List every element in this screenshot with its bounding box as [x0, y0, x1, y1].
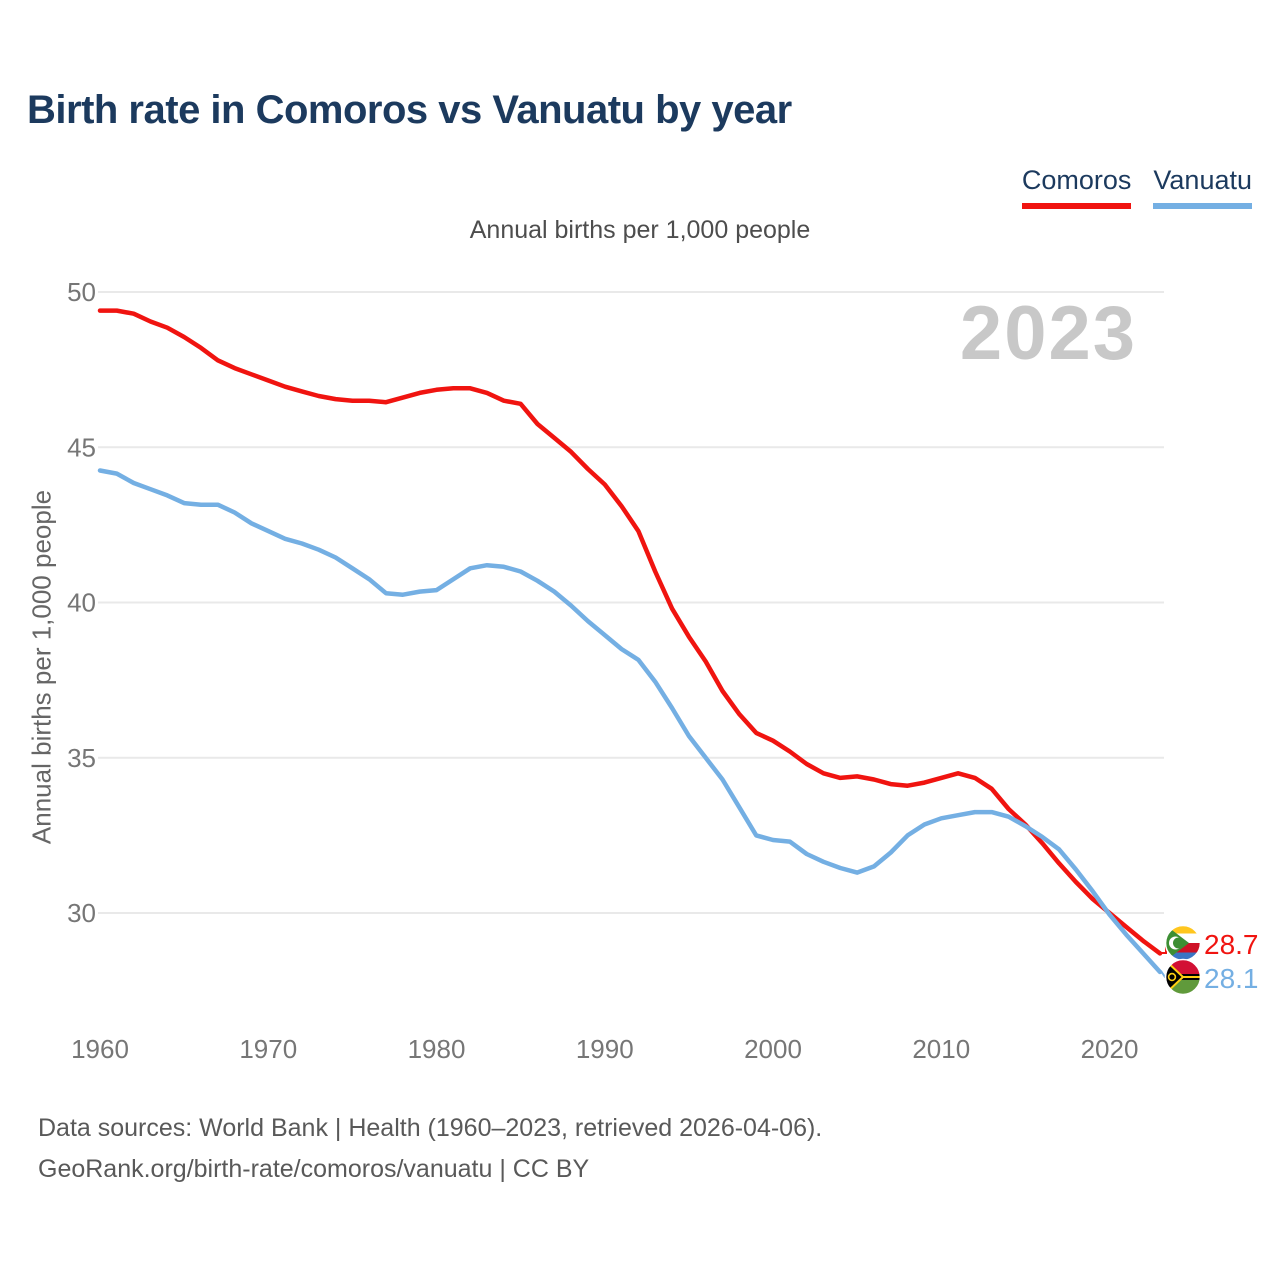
svg-text:45: 45 — [67, 432, 96, 462]
watermark-year: 2023 — [959, 291, 1137, 376]
svg-text:1990: 1990 — [576, 1034, 634, 1064]
svg-text:2010: 2010 — [912, 1034, 970, 1064]
legend: Comoros Vanuatu — [1021, 165, 1252, 209]
chart-subtitle: Annual births per 1,000 people — [469, 216, 811, 244]
svg-text:1970: 1970 — [239, 1034, 297, 1064]
footer-data-sources: Data sources: World Bank | Health (1960–… — [38, 1114, 823, 1142]
end-value-comoros: 28.7 — [1204, 929, 1259, 960]
footer: Data sources: World Bank | Health (1960–… — [38, 1108, 822, 1190]
svg-text:1960: 1960 — [71, 1034, 129, 1064]
svg-text:50: 50 — [67, 277, 96, 307]
svg-text:1980: 1980 — [408, 1034, 466, 1064]
vanuatu-flag-icon — [1164, 958, 1202, 996]
svg-text:2000: 2000 — [744, 1034, 802, 1064]
footer-attribution: GeoRank.org/birth-rate/comoros/vanuatu |… — [38, 1155, 590, 1183]
comoros-flag-icon — [1164, 924, 1202, 962]
legend-item-vanuatu[interactable]: Vanuatu — [1153, 165, 1252, 209]
svg-text:2020: 2020 — [1081, 1034, 1139, 1064]
page-title: Birth rate in Comoros vs Vanuatu by year — [27, 88, 792, 132]
svg-text:40: 40 — [67, 588, 96, 618]
end-value-vanuatu: 28.1 — [1204, 963, 1259, 994]
svg-text:35: 35 — [67, 743, 96, 773]
legend-item-comoros[interactable]: Comoros — [1021, 165, 1132, 209]
svg-text:30: 30 — [67, 898, 96, 928]
